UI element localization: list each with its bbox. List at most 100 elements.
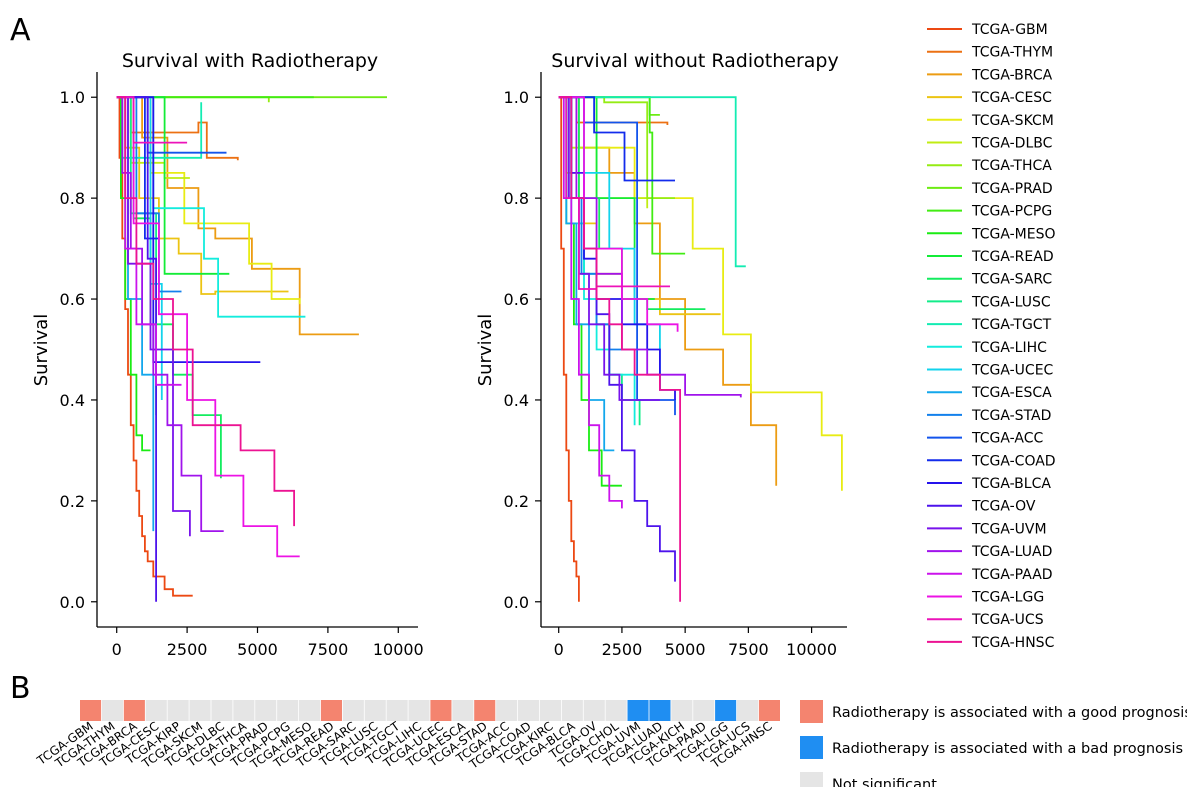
survival-curve-tcga-gbm <box>558 96 580 602</box>
legend-label: TCGA-READ <box>971 249 1054 265</box>
legend-label: TCGA-PRAD <box>971 181 1053 197</box>
strip-cell-tcga-dlbc <box>211 700 233 721</box>
legend-label: TCGA-CESC <box>971 90 1052 106</box>
strip-cell-tcga-ucs <box>737 700 759 721</box>
survival-curve-tcga-thym <box>116 96 239 161</box>
plot-right: Survival without Radiotherapy Survival 0… <box>475 50 847 659</box>
strip-cell-tcga-acc <box>496 700 518 721</box>
strip-cell-tcga-luad <box>649 700 671 721</box>
strip-cell-tcga-hnsc <box>758 700 780 721</box>
plot-right-ylabel: Survival <box>475 314 496 387</box>
strip-cell-tcga-meso <box>299 700 321 721</box>
legend-label: TCGA-PCPG <box>971 204 1052 220</box>
strip-cell-tcga-ucec <box>430 700 452 721</box>
survival-curve-tcga-cesc <box>558 96 721 316</box>
survival-curve-tcga-luad <box>558 96 742 398</box>
plot-left-title: Survival with Radiotherapy <box>122 50 378 72</box>
y-tick-label: 0.6 <box>60 290 85 309</box>
y-tick-label: 0.0 <box>60 593 85 612</box>
survival-curve-tcga-lgg <box>558 96 679 332</box>
prognosis-legend-label: Radiotherapy is associated with a bad pr… <box>832 741 1183 757</box>
survival-curve-tcga-meso <box>116 96 151 452</box>
strip-cell-tcga-lusc <box>364 700 386 721</box>
legend-label: TCGA-UCS <box>971 612 1044 628</box>
survival-curve-tcga-blca <box>116 96 261 363</box>
strip-cell-tcga-prad <box>255 700 277 721</box>
panel-label-a: A <box>10 13 31 48</box>
strip-cell-tcga-pcpg <box>277 700 299 721</box>
prognosis-legend: Radiotherapy is associated with a good p… <box>800 700 1187 787</box>
survival-curve-tcga-coad <box>558 96 675 182</box>
strip-cell-tcga-lgg <box>715 700 737 721</box>
strip-cell-tcga-kirc <box>539 700 561 721</box>
y-tick-label: 1.0 <box>504 88 529 107</box>
strip-cell-tcga-lihc <box>408 700 430 721</box>
survival-curve-tcga-thym <box>558 96 669 125</box>
strip-cell-tcga-ov <box>583 700 605 721</box>
legend-label: TCGA-THCA <box>971 158 1052 174</box>
x-tick-label: 2500 <box>167 640 208 659</box>
x-tick-label: 5000 <box>237 640 278 659</box>
strip-cell-tcga-skcm <box>189 700 211 721</box>
x-tick-label: 2500 <box>602 640 643 659</box>
survival-curve-tcga-brca <box>116 96 359 336</box>
panel-label-b: B <box>10 671 31 706</box>
legend-label: TCGA-SARC <box>971 272 1052 288</box>
legend-label: TCGA-LUSC <box>971 294 1051 310</box>
legend-label: TCGA-GBM <box>971 22 1048 38</box>
y-tick-label: 0.6 <box>504 290 529 309</box>
legend-label: TCGA-COAD <box>971 453 1056 469</box>
prognosis-legend-swatch <box>800 736 823 759</box>
survival-legend: TCGA-GBM TCGA-THYM TCGA-BRCA TCGA-CESC TCGA-… <box>927 22 1056 651</box>
y-tick-label: 1.0 <box>60 88 85 107</box>
legend-label: TCGA-DLBC <box>971 136 1053 152</box>
strip-cell-tcga-stad <box>474 700 496 721</box>
legend-label: TCGA-MESO <box>971 226 1056 242</box>
survival-curve-tcga-stad <box>116 96 182 293</box>
strip-cell-tcga-kich <box>671 700 693 721</box>
survival-curve-tcga-tgct <box>558 96 746 268</box>
legend-label: TCGA-UVM <box>971 521 1047 537</box>
x-tick-label: 0 <box>112 640 122 659</box>
survival-curve-tcga-uvm <box>116 96 191 537</box>
strip-cell-tcga-thca <box>233 700 255 721</box>
x-tick-label: 7500 <box>728 640 769 659</box>
plot-right-title: Survival without Radiotherapy <box>551 50 838 72</box>
legend-label: TCGA-OV <box>971 499 1036 515</box>
y-tick-label: 0.8 <box>60 189 85 208</box>
survival-curve-tcga-lgg <box>116 96 300 558</box>
legend-label: TCGA-HNSC <box>971 635 1055 651</box>
legend-label: TCGA-ACC <box>971 431 1043 447</box>
y-tick-label: 0.4 <box>504 391 529 410</box>
strip-cell-tcga-esca <box>452 700 474 721</box>
legend-label: TCGA-TGCT <box>971 317 1052 333</box>
legend-label: TCGA-UCEC <box>971 363 1054 379</box>
x-tick-label: 7500 <box>308 640 349 659</box>
prognosis-legend-label: Radiotherapy is associated with a good p… <box>832 705 1187 721</box>
plot-left: Survival with Radiotherapy Survival 0.0 0… <box>31 50 424 659</box>
survival-curve-tcga-sarc <box>116 96 222 479</box>
prognosis-legend-swatch <box>800 700 823 723</box>
x-tick-label: 10000 <box>373 640 424 659</box>
survival-curve-tcga-skcm <box>558 96 843 491</box>
legend-label: TCGA-PAAD <box>971 567 1053 583</box>
y-tick-label: 0.4 <box>60 391 85 410</box>
y-tick-label: 0.0 <box>504 593 529 612</box>
legend-label: TCGA-LIHC <box>971 340 1047 356</box>
strip-cell-tcga-coad <box>518 700 540 721</box>
prognosis-legend-label: Not significant <box>832 777 937 787</box>
legend-label: TCGA-THYM <box>971 45 1053 61</box>
x-tick-label: 10000 <box>786 640 837 659</box>
survival-curve-tcga-pcpg <box>558 96 686 255</box>
survival-curve-tcga-ucs <box>558 96 670 290</box>
strip-cell-tcga-kirp <box>167 700 189 721</box>
survival-curve-tcga-prad <box>558 96 660 116</box>
legend-label: TCGA-LUAD <box>971 544 1052 560</box>
plot-left-ylabel: Survival <box>31 314 52 387</box>
y-tick-label: 0.8 <box>504 189 529 208</box>
strip-cell-tcga-brca <box>123 700 145 721</box>
strip-cell-tcga-thym <box>101 700 123 721</box>
legend-label: TCGA-SKCM <box>971 113 1054 129</box>
prognosis-strip: TCGA-GBMTCGA-THYMTCGA-BRCATCGA-CESCTCGA-… <box>34 700 780 772</box>
